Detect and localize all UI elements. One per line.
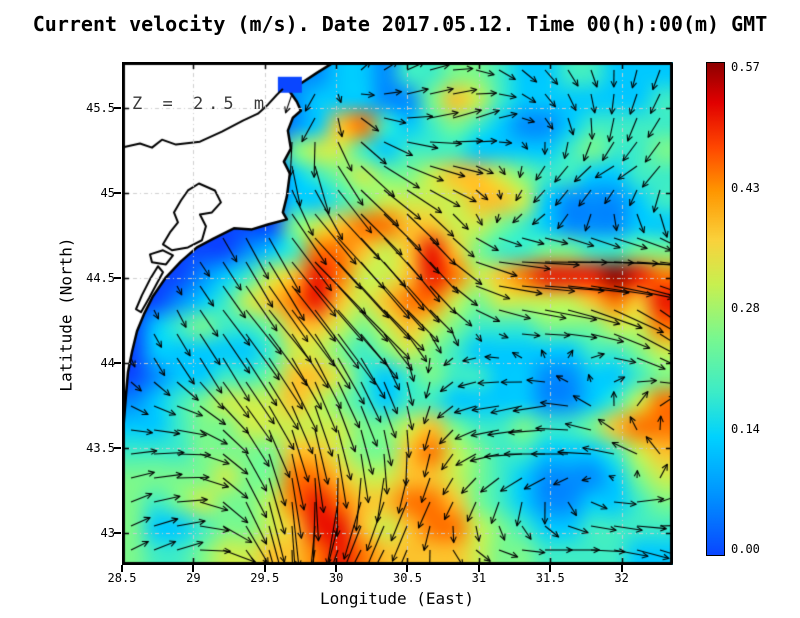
- x-tick-label: 30.5: [393, 571, 422, 585]
- x-tick-mark: [192, 565, 195, 572]
- colorbar-tick-label: 0.28: [731, 301, 760, 315]
- x-tick-mark: [263, 565, 266, 572]
- x-tick-mark: [549, 565, 552, 572]
- x-tick-label: 29: [186, 571, 201, 585]
- y-tick-label: 43.5: [86, 440, 115, 455]
- y-tick-label: 44: [100, 355, 115, 370]
- x-tick-mark: [406, 565, 409, 572]
- colorbar-tick-label: 0.43: [731, 180, 760, 195]
- x-axis-label: Longitude (East): [319, 589, 475, 608]
- colorbar-tick-label: 0.57: [731, 60, 760, 74]
- velocity-heatmap-canvas: [122, 62, 673, 565]
- y-tick-label: 44.5: [86, 270, 115, 285]
- y-tick-mark: [114, 106, 121, 109]
- x-tick-mark: [620, 565, 623, 572]
- x-tick-label: 32: [614, 571, 629, 585]
- x-tick-label: 29.5: [250, 571, 280, 585]
- figure-title: Current velocity (m/s). Date 2017.05.12.…: [32, 12, 768, 36]
- y-tick-label: 45: [100, 185, 115, 200]
- x-tick-mark: [121, 565, 123, 572]
- colorbar-tick-label: 0.00: [731, 542, 760, 556]
- depth-annotation: Z = 2.5 m: [132, 94, 270, 114]
- plot-area: [122, 62, 673, 565]
- x-tick-label: 30: [328, 571, 344, 585]
- colorbar-tick-label: 0.14: [731, 421, 760, 436]
- x-tick-mark: [477, 565, 480, 572]
- x-tick-label: 31.5: [535, 571, 565, 585]
- y-tick-label: 43: [100, 525, 115, 540]
- x-tick-label: 31: [471, 571, 487, 585]
- y-tick-mark: [114, 191, 121, 194]
- y-tick-mark: [114, 361, 121, 364]
- y-tick-mark: [114, 446, 121, 449]
- x-tick-mark: [335, 565, 338, 572]
- y-tick-mark: [114, 531, 121, 534]
- y-tick-label: 45.5: [86, 100, 115, 115]
- colorbar: [706, 62, 725, 556]
- y-tick-mark: [114, 276, 121, 279]
- y-axis-label: Latitude (North): [56, 237, 76, 392]
- x-tick-label: 28.5: [107, 571, 137, 585]
